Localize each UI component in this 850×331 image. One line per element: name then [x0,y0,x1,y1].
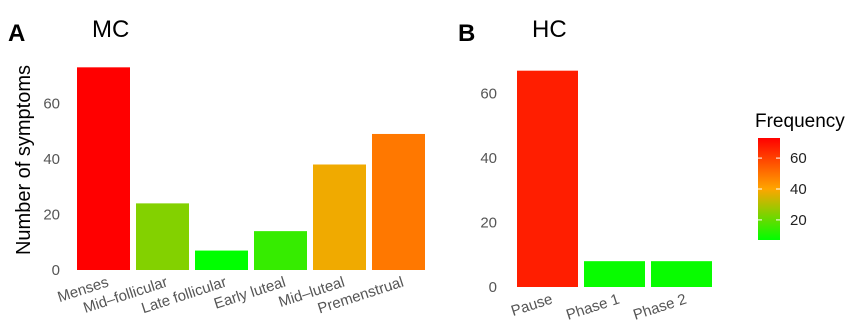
bar-phase-2 [651,261,712,287]
y-tick-label: 20 [43,206,60,223]
y-tick-label: 60 [43,95,60,112]
y-tick-label: 40 [43,151,60,168]
bar-pause [517,70,578,287]
y-tick-label: 20 [480,214,497,231]
bar-premenstrual [372,133,425,270]
panel-b-letter: B [458,20,475,47]
bar-mid-luteal [313,164,366,270]
legend-tick-label: 40 [790,181,807,198]
panel-hc: B HC 0 20 40 60 Pause Phase 1 Phase 2 [458,16,712,324]
x-tick-label-phase-1: Phase 1 [564,291,622,324]
y-axis-label: Number of symptoms [13,65,35,255]
panel-b-title: HC [532,16,567,43]
bar-early-luteal [254,231,307,270]
x-tick-label-phase-2: Phase 2 [631,291,689,324]
y-tick-label: 0 [52,262,60,279]
bar-mid-follicular [136,203,189,270]
panel-b-bars [517,70,712,287]
legend-ticks: 20 40 60 [758,150,807,229]
panel-b-y-ticks: 0 20 40 60 [480,85,497,296]
bar-menses [77,67,130,270]
panel-b-x-ticks: Pause Phase 1 Phase 2 [509,291,689,324]
legend-title: Frequency [755,111,845,132]
panel-a-title: MC [92,16,129,43]
y-tick-label: 0 [489,279,497,296]
panel-mc: A MC Number of symptoms 0 20 40 60 MensesMi… [8,16,425,317]
y-tick-label: 60 [480,85,497,102]
bar-phase-1 [584,261,645,287]
x-tick-label-pause: Pause [509,291,555,320]
frequency-legend: Frequency 20 40 60 [755,111,845,240]
panel-a-y-ticks: 0 20 40 60 [43,95,60,279]
legend-color-bar [758,138,780,240]
legend-tick-label: 20 [790,212,807,229]
y-tick-label: 40 [480,150,497,167]
bar-late-follicular [195,250,248,270]
panel-a-letter: A [8,20,25,47]
legend-tick-label: 60 [790,150,807,167]
panel-a-bars [77,67,425,270]
